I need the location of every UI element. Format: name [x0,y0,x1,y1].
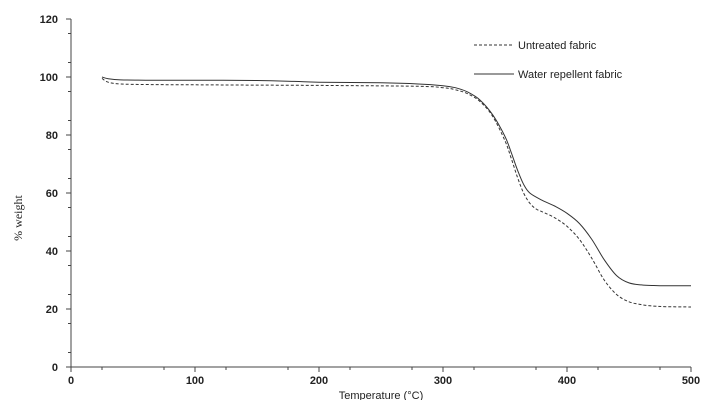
y-tick-label: 0 [52,362,58,374]
y-tick-label: 80 [46,130,58,142]
y-axis-ticks: 0 20 40 60 80 100 120 [40,14,71,374]
x-tick-label: 400 [558,375,576,387]
x-tick-label: 200 [310,375,328,387]
series-line-1 [101,77,692,308]
legend: Untreated fabric Water repellent fabric [474,40,623,81]
legend-label-1: Untreated fabric [518,40,597,52]
series-lines [101,76,692,308]
x-tick-label: 300 [434,375,452,387]
y-tick-label: 60 [46,188,58,200]
y-tick-label: 20 [46,304,58,316]
x-tick-label: 500 [682,375,700,387]
y-axis-label: % weight [11,195,25,241]
y-tick-label: 100 [40,72,58,84]
y-tick-label: 120 [40,14,58,26]
x-axis-ticks: 0 100 200 300 400 500 [68,367,700,387]
series-line-2 [101,76,691,287]
legend-label-2: Water repellent fabric [518,69,623,81]
x-tick-label: 0 [68,375,74,387]
x-axis-label: Temperature (°C) [339,390,423,400]
y-tick-label: 40 [46,246,58,258]
x-tick-label: 100 [186,375,204,387]
